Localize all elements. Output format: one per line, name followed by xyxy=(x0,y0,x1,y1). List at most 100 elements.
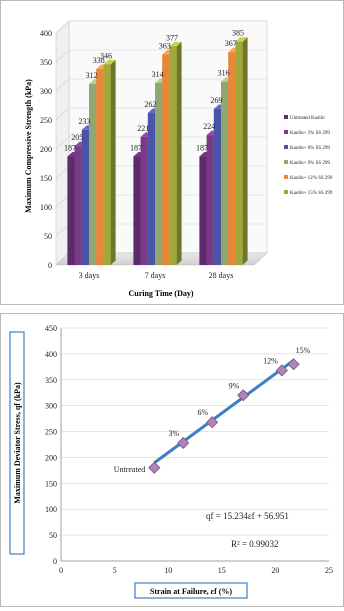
y-tick-label: 200 xyxy=(45,453,57,462)
bar-value-label: 367 xyxy=(225,39,237,48)
bar-front xyxy=(103,64,111,265)
bar-front xyxy=(221,81,229,265)
point-label: Untreated xyxy=(114,465,146,474)
x-axis-label: Strain at Failure, εf (%) xyxy=(150,587,232,596)
bar-front xyxy=(140,136,148,265)
x-tick-label: 25 xyxy=(325,566,333,575)
deviator-stress-scatter-chart: 0 50 100 150 200 250 300 350 400 450 0 5 10 15 20 25 U… xyxy=(9,324,333,599)
legend-swatch xyxy=(284,115,288,119)
bar xyxy=(103,59,116,265)
y-tick-label: 350 xyxy=(40,58,52,67)
bar-front xyxy=(235,41,243,266)
gridline xyxy=(55,107,267,121)
data-point xyxy=(275,364,288,377)
point-label: 6% xyxy=(197,408,208,417)
bar-front xyxy=(81,129,89,265)
gridline xyxy=(55,20,267,34)
bar-value-label: 338 xyxy=(93,56,105,65)
y-tick-label: 350 xyxy=(45,376,57,385)
bar xyxy=(235,37,248,266)
bar-value-label: 346 xyxy=(100,51,112,60)
scatter-chart-panel: 0 50 100 150 200 250 300 350 400 450 0 5 10 15 20 25 U… xyxy=(0,313,344,607)
y-tick-label: 100 xyxy=(45,505,57,514)
bar-value-label: 262 xyxy=(144,100,156,109)
bar-front xyxy=(162,54,170,266)
legend-entry: Kaolin+ 15% SS 299 xyxy=(290,191,333,196)
bar-value-label: 221 xyxy=(137,124,149,133)
y-tick-label: 450 xyxy=(45,324,57,333)
bar-value-label: 377 xyxy=(166,33,178,42)
bar-front xyxy=(206,135,214,265)
y-tick-label: 300 xyxy=(45,402,57,411)
legend-entry: Kaolin+ 12% SS 299 xyxy=(290,176,333,181)
legend-swatch xyxy=(284,145,288,149)
bar-value-label: 269 xyxy=(210,96,222,105)
bar-front xyxy=(67,156,75,265)
bar-chart-panel: 187 205 233 312 338 346 187 221 262 314 363 377 187 2… xyxy=(0,0,344,305)
y-tick-label: 0 xyxy=(53,557,57,566)
y-axis-label: Maximum Compressive Strength (kPa) xyxy=(24,79,33,213)
y-tick-label: 0 xyxy=(48,261,52,270)
bar-value-label: 385 xyxy=(232,29,244,38)
y-tick-label: 400 xyxy=(40,29,52,38)
bar-front xyxy=(213,108,221,265)
bar-side xyxy=(176,41,182,266)
bar-top xyxy=(103,59,116,65)
bar xyxy=(169,41,182,266)
legend-swatch xyxy=(284,190,288,194)
legend-swatch xyxy=(284,160,288,164)
bar-front xyxy=(96,68,104,266)
bar-front xyxy=(199,156,207,265)
category-tick-label: 3 days xyxy=(79,271,100,280)
bar-value-label: 233 xyxy=(78,117,90,126)
point-label: 15% xyxy=(296,346,311,355)
legend: Untreated Kaolin Kaolin+ 3% SS 299 Kaolin+… xyxy=(284,115,333,196)
y-tick-label: 300 xyxy=(40,87,52,96)
trendline xyxy=(153,359,295,465)
bar-value-label: 224 xyxy=(203,122,215,131)
bar-value-label: 363 xyxy=(159,41,171,50)
point-label: 3% xyxy=(169,429,180,438)
data-point xyxy=(148,461,161,474)
legend-entry: Untreated Kaolin xyxy=(290,116,325,121)
bar-value-label: 312 xyxy=(86,71,98,80)
y-tick-label: 250 xyxy=(40,116,52,125)
y-tick-label: 100 xyxy=(40,203,52,212)
y-tick-label: 200 xyxy=(40,145,52,154)
x-tick-label: 15 xyxy=(218,566,226,575)
x-axis-label-box xyxy=(134,582,248,599)
data-point xyxy=(287,358,300,371)
bar-value-label: 205 xyxy=(71,133,83,142)
bar-value-label: 314 xyxy=(152,70,164,79)
legend-entry: Kaolin+ 9% SS 299 xyxy=(290,161,330,166)
category-tick-label: 28 days xyxy=(209,271,234,280)
legend-swatch xyxy=(284,130,288,134)
x-tick-label: 5 xyxy=(113,566,117,575)
bar-value-label: 316 xyxy=(218,69,230,78)
bar-top xyxy=(235,37,248,42)
r-squared: R² = 0.99032 xyxy=(231,539,279,549)
y-tick-label: 150 xyxy=(45,479,57,488)
category-tick-label: 7 days xyxy=(145,271,166,280)
bar-front xyxy=(228,52,236,265)
y-tick-label: 50 xyxy=(49,531,57,540)
bar-front xyxy=(89,84,97,265)
bar-front xyxy=(169,46,177,266)
data-point xyxy=(237,389,250,402)
regression-equation: qf = 15.234εf + 56.951 xyxy=(206,511,289,521)
bar-value-label: 187 xyxy=(64,144,76,153)
bar-value-label: 187 xyxy=(196,144,208,153)
y-tick-label: 250 xyxy=(45,428,57,437)
bar-side xyxy=(110,59,116,265)
y-tick-label: 50 xyxy=(44,232,52,241)
point-label: 12% xyxy=(263,356,278,365)
bar-value-label: 187 xyxy=(130,144,142,153)
y-axis-label-box xyxy=(9,331,25,555)
bar-front xyxy=(155,82,163,265)
y-tick-label: 400 xyxy=(45,350,57,359)
gridline xyxy=(55,49,267,63)
x-tick-label: 10 xyxy=(164,566,172,575)
legend-swatch xyxy=(284,175,288,179)
bar-top xyxy=(169,41,182,47)
